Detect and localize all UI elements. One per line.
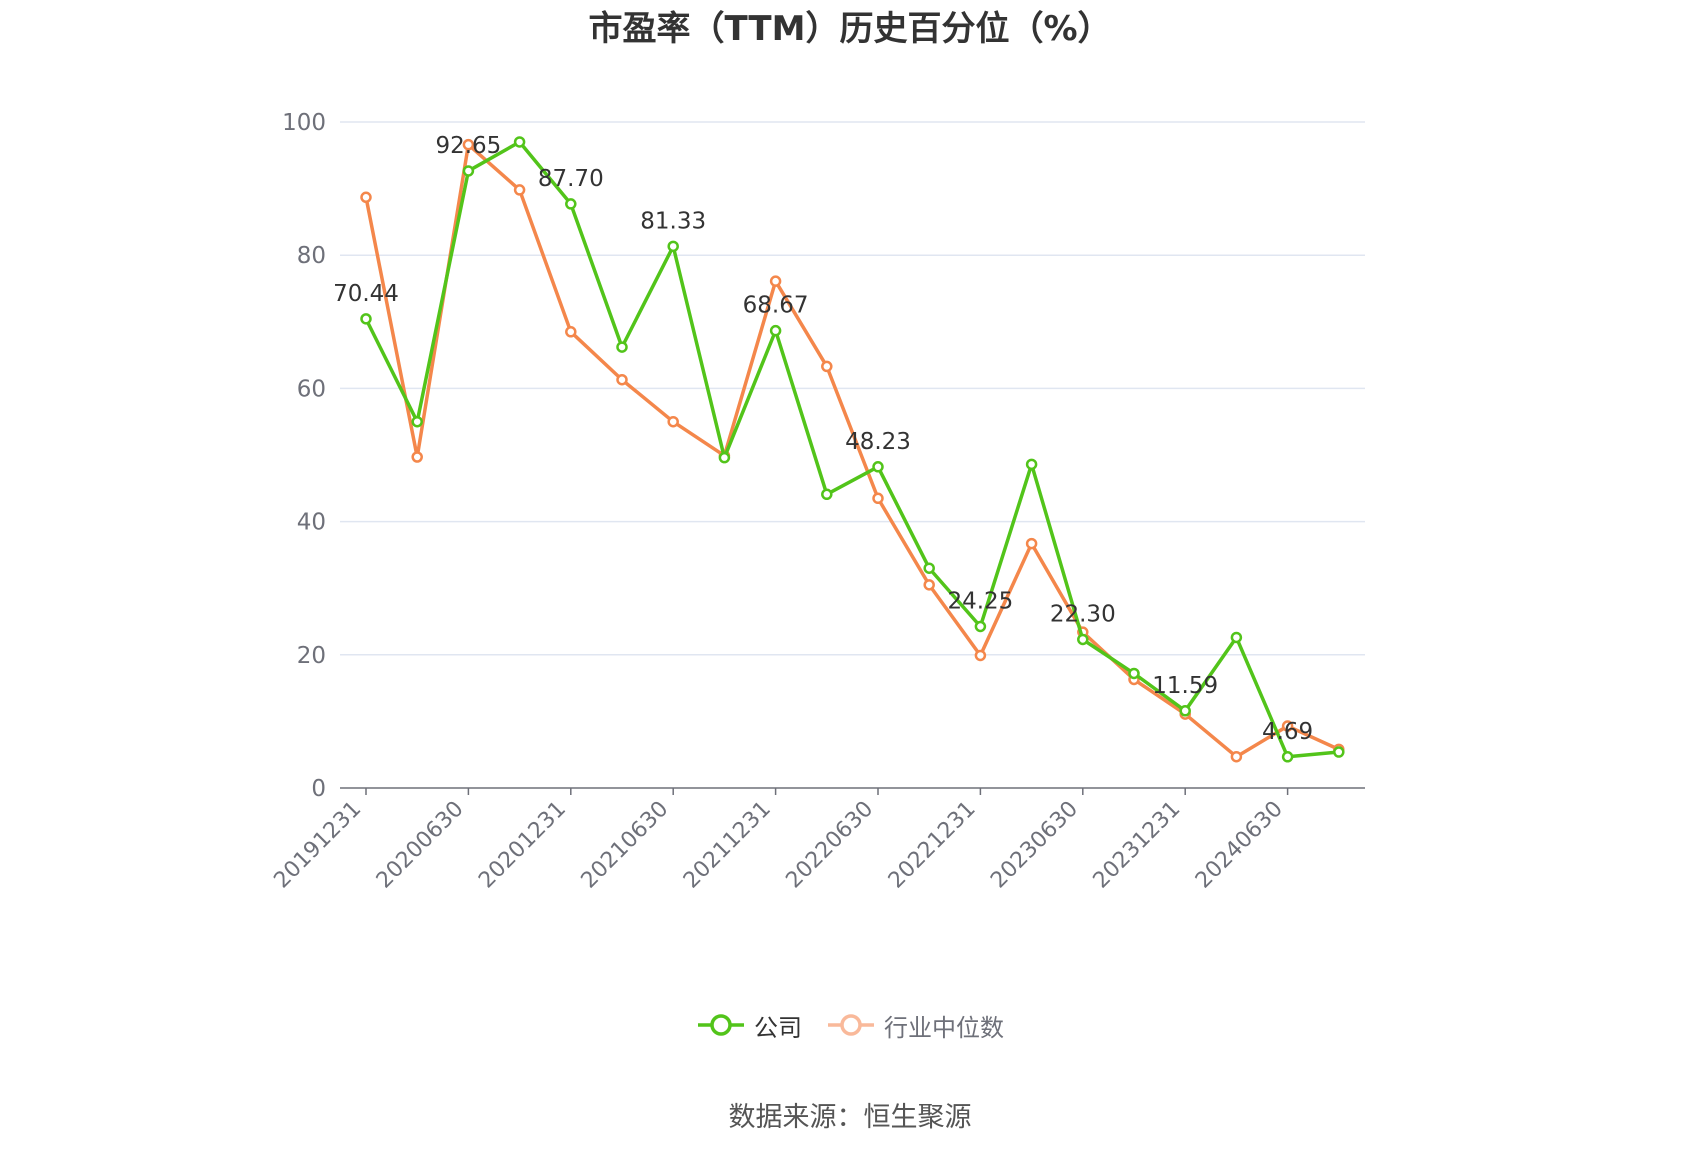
series-company — [360, 136, 1345, 763]
data-label: 70.44 — [333, 281, 399, 307]
y-axis-tick-labels: 0 20 40 60 80 100 — [282, 110, 326, 802]
data-point — [1025, 458, 1038, 471]
data-point — [411, 415, 423, 428]
data-point — [565, 326, 577, 338]
data-point — [360, 313, 372, 325]
x-tick-label: 20240630 — [1191, 797, 1288, 894]
data-point — [923, 579, 935, 591]
legend-label: 行业中位数 — [884, 1013, 1004, 1042]
x-tick-label: 20211231 — [679, 797, 776, 894]
data-label: 92.65 — [435, 133, 501, 159]
x-tick-label: 20221231 — [884, 797, 981, 894]
x-tick-label: 20231231 — [1089, 797, 1186, 894]
data-point — [667, 415, 679, 428]
data-point — [769, 275, 782, 287]
data-point — [718, 451, 731, 464]
x-tick-label: 20210630 — [577, 797, 674, 894]
data-point — [616, 373, 628, 386]
x-tick-label: 20201231 — [474, 797, 571, 894]
data-label: 87.70 — [538, 166, 604, 192]
y-tick-label: 0 — [311, 776, 326, 802]
legend-marker-icon — [828, 1014, 874, 1036]
data-point — [821, 360, 833, 373]
data-point — [667, 240, 679, 253]
data-point — [462, 165, 475, 177]
y-tick-label: 60 — [297, 376, 326, 402]
legend: 公司 行业中位数 — [0, 1005, 1700, 1045]
data-point — [821, 488, 833, 501]
data-label: 81.33 — [640, 208, 706, 234]
data-point — [513, 136, 526, 148]
data-point — [1128, 667, 1140, 680]
legend-circle — [710, 1014, 732, 1036]
source-note: 数据来源：恒生聚源 — [728, 1102, 972, 1133]
data-labels: 70.44 92.65 87.70 81.33 68.67 48.23 24.25 22.30… — [333, 133, 1313, 745]
data-point — [411, 451, 423, 463]
legend-item-company[interactable]: 公司 — [696, 1008, 802, 1043]
data-label: 48.23 — [845, 429, 911, 455]
y-tick-label: 80 — [297, 243, 326, 269]
data-point — [462, 138, 475, 151]
data-point — [1025, 537, 1038, 550]
legend-marker-icon — [698, 1014, 744, 1036]
data-label: 4.69 — [1262, 719, 1313, 745]
data-point — [974, 649, 987, 662]
data-point — [974, 620, 987, 633]
legend-item-industry-median[interactable]: 行业中位数 — [826, 1008, 1004, 1043]
x-tick-label: 20230630 — [986, 797, 1083, 894]
data-label: 11.59 — [1152, 673, 1218, 699]
data-label: 22.30 — [1050, 601, 1116, 627]
x-tick-label: 20220630 — [781, 797, 878, 894]
data-point — [1333, 746, 1345, 758]
data-point — [872, 492, 884, 505]
data-point — [1281, 751, 1294, 763]
legend-circle — [840, 1014, 862, 1036]
data-point — [1230, 750, 1243, 763]
data-point — [1281, 720, 1294, 732]
series-industry-median — [360, 138, 1345, 763]
y-tick-label: 20 — [297, 643, 326, 669]
data-point — [1077, 633, 1089, 646]
data-point — [616, 341, 628, 353]
chart-title: 市盈率（TTM）历史百分位（%） — [588, 9, 1112, 49]
data-point — [565, 198, 577, 210]
data-point — [360, 191, 372, 204]
y-tick-label: 100 — [282, 110, 326, 136]
x-tick-label: 20200630 — [372, 797, 469, 894]
grid-lines — [340, 121, 1365, 656]
data-point — [513, 184, 526, 196]
y-tick-label: 40 — [297, 510, 326, 536]
x-axis: 20191231 20200630 20201231 20210630 20211231… — [269, 787, 1365, 894]
x-tick-label: 20191231 — [269, 797, 366, 894]
series-layer — [360, 136, 1345, 763]
series-line — [364, 140, 1339, 759]
data-label: 68.67 — [743, 293, 809, 319]
series-line — [364, 142, 1340, 759]
data-label: 24.25 — [947, 588, 1013, 614]
data-point — [923, 562, 935, 574]
data-point — [872, 461, 884, 473]
data-point — [1230, 631, 1243, 644]
legend-label: 公司 — [754, 1013, 802, 1042]
data-point — [1179, 705, 1191, 717]
data-point — [769, 324, 782, 337]
